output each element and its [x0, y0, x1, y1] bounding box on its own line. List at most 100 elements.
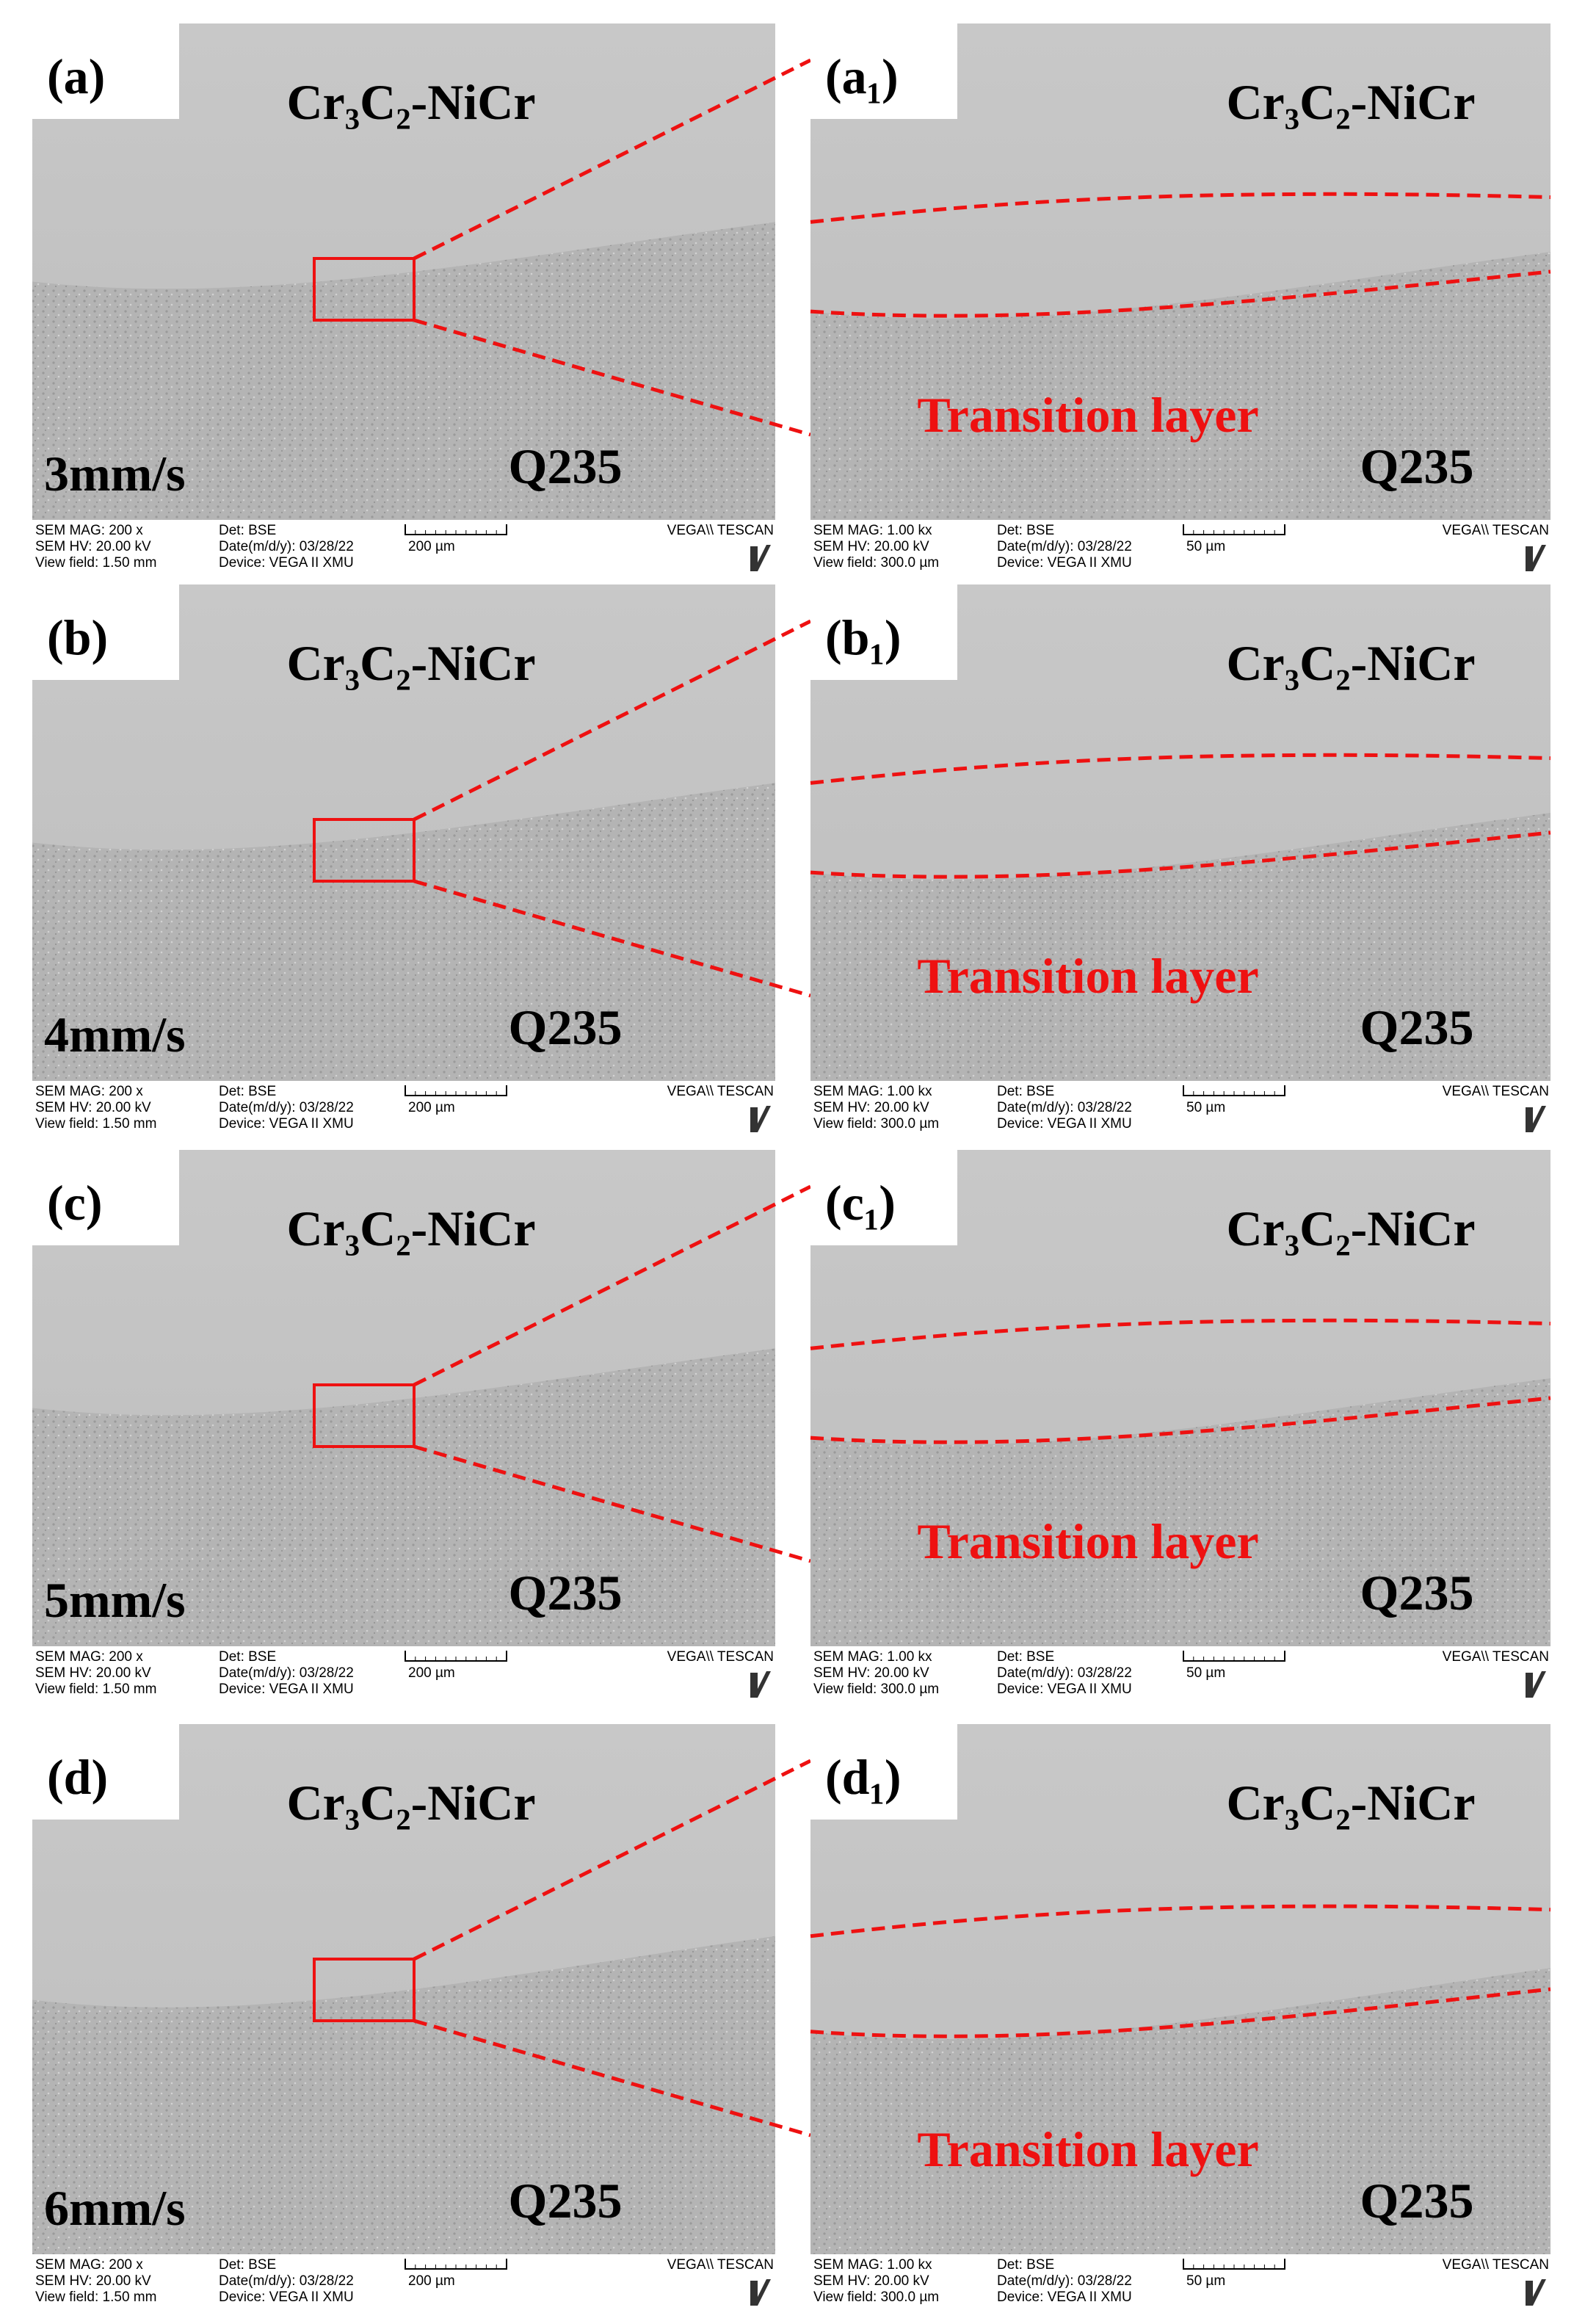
- substrate-region: [810, 1378, 1550, 1646]
- footer-det: Det: BSE: [219, 1084, 276, 1099]
- logo: [1526, 2279, 1546, 2306]
- substrate-region: [810, 251, 1550, 520]
- footer-scale: 200 µm: [408, 1665, 455, 1681]
- speed-label: 5mm/s: [44, 1572, 186, 1628]
- footer-device: Device: VEGA II XMU: [997, 555, 1132, 571]
- substrate-label: Q235: [1360, 438, 1474, 494]
- footer-det: Det: BSE: [219, 1649, 276, 1665]
- substrate-region: [32, 222, 775, 520]
- footer-view: View field: 1.50 mm: [35, 1116, 156, 1132]
- label-box: [32, 1150, 179, 1245]
- footer-hv: SEM HV: 20.00 kV: [813, 2273, 929, 2289]
- footer-brand: VEGA\\ TESCAN: [667, 523, 774, 538]
- substrate-region: [32, 1348, 775, 1646]
- panel-label: (b): [47, 609, 108, 665]
- label-box: [32, 23, 179, 119]
- footer-brand: VEGA\\ TESCAN: [667, 1649, 774, 1665]
- footer-date: Date(m/d/y): 03/28/22: [997, 1665, 1132, 1681]
- footer-view: View field: 300.0 µm: [813, 2289, 939, 2305]
- label-box: [32, 1724, 179, 1820]
- coating-label: Cr₃C₂-NiCr: [1226, 74, 1475, 130]
- coating-label: Cr₃C₂-NiCr: [286, 1775, 535, 1831]
- zoom-line: [413, 1444, 811, 1563]
- footer-scale: 50 µm: [1186, 2273, 1225, 2289]
- zoom-line: [413, 619, 812, 822]
- substrate-region: [32, 1936, 775, 2254]
- footer-scale: 50 µm: [1186, 1665, 1225, 1681]
- zoom-box: [313, 1958, 416, 2022]
- footer-device: Device: VEGA II XMU: [219, 1116, 354, 1132]
- footer-scale: 50 µm: [1186, 539, 1225, 554]
- footer-brand: VEGA\\ TESCAN: [1443, 523, 1549, 538]
- footer-det: Det: BSE: [219, 523, 276, 538]
- label-box: [810, 1724, 957, 1820]
- footer-hv: SEM HV: 20.00 kV: [813, 1665, 929, 1681]
- panel: (d₁) Cr₃C₂-NiCr Q235 Transition layer SEM MA…: [810, 1724, 1551, 2306]
- transition-label: Transition layer: [917, 387, 1258, 443]
- footer-det: Det: BSE: [997, 2257, 1054, 2273]
- footer-brand: VEGA\\ TESCAN: [1443, 1649, 1549, 1665]
- substrate-label: Q235: [1360, 1565, 1474, 1621]
- footer-hv: SEM HV: 20.00 kV: [35, 1665, 151, 1681]
- panel-label: (b₁): [825, 609, 902, 665]
- footer-brand: VEGA\\ TESCAN: [667, 2257, 774, 2273]
- substrate-label: Q235: [509, 438, 623, 494]
- coating-label: Cr₃C₂-NiCr: [286, 74, 535, 130]
- zoom-box: [313, 818, 416, 883]
- footer-mag: SEM MAG: 1.00 kx: [813, 1084, 932, 1099]
- footer-hv: SEM HV: 20.00 kV: [35, 539, 151, 554]
- zoom-line: [413, 58, 812, 261]
- footer-hv: SEM HV: 20.00 kV: [35, 1100, 151, 1115]
- substrate-region: [32, 783, 775, 1081]
- logo: [750, 2279, 771, 2306]
- substrate-label: Q235: [509, 999, 623, 1055]
- coating-label: Cr₃C₂-NiCr: [286, 635, 535, 691]
- footer-device: Device: VEGA II XMU: [997, 1682, 1132, 1697]
- footer-det: Det: BSE: [219, 2257, 276, 2273]
- logo: [1526, 1671, 1546, 1698]
- footer-hv: SEM HV: 20.00 kV: [813, 539, 929, 554]
- logo: [1526, 545, 1546, 571]
- speed-label: 4mm/s: [44, 1007, 186, 1063]
- substrate-label: Q235: [509, 2173, 623, 2229]
- panel: (a) Cr₃C₂-NiCr Q235 3mm/s SEM MAG: 200 xSEM …: [32, 23, 812, 571]
- footer-device: Device: VEGA II XMU: [219, 555, 354, 571]
- footer-device: Device: VEGA II XMU: [219, 2289, 354, 2305]
- speed-label: 3mm/s: [44, 446, 186, 502]
- substrate-label: Q235: [1360, 2173, 1474, 2229]
- logo: [750, 1671, 771, 1698]
- footer-scale: 200 µm: [408, 1100, 455, 1115]
- transition-label: Transition layer: [917, 948, 1258, 1004]
- coating-label: Cr₃C₂-NiCr: [286, 1201, 535, 1256]
- footer-det: Det: BSE: [997, 523, 1054, 538]
- footer-brand: VEGA\\ TESCAN: [1443, 1084, 1549, 1099]
- label-box: [810, 1150, 957, 1245]
- panel-label: (a₁): [825, 48, 899, 104]
- footer-mag: SEM MAG: 1.00 kx: [813, 2257, 932, 2273]
- footer-view: View field: 1.50 mm: [35, 1682, 156, 1697]
- logo: [750, 1106, 771, 1132]
- panel: (b) Cr₃C₂-NiCr Q235 4mm/s SEM MAG: 200 xSEM …: [32, 584, 812, 1132]
- zoom-line: [413, 318, 811, 437]
- label-box: [810, 584, 957, 680]
- substrate-label: Q235: [509, 1565, 623, 1621]
- footer-mag: SEM MAG: 1.00 kx: [813, 523, 932, 538]
- panel: (b₁) Cr₃C₂-NiCr Q235 Transition layer SEM MA…: [810, 584, 1551, 1132]
- footer-scale: 200 µm: [408, 539, 455, 554]
- panel-label: (c): [47, 1175, 102, 1231]
- zoom-line: [413, 1759, 812, 1961]
- panel-label: (a): [47, 48, 105, 104]
- coating-label: Cr₃C₂-NiCr: [1226, 1201, 1475, 1256]
- panel: (a₁) Cr₃C₂-NiCr Q235 Transition layer SEM MA…: [810, 23, 1551, 571]
- footer-device: Device: VEGA II XMU: [997, 1116, 1132, 1132]
- footer-view: View field: 1.50 mm: [35, 2289, 156, 2305]
- zoom-box: [313, 1383, 416, 1448]
- label-box: [810, 23, 957, 119]
- footer-brand: VEGA\\ TESCAN: [667, 1084, 774, 1099]
- footer-mag: SEM MAG: 200 x: [35, 1649, 143, 1665]
- footer-date: Date(m/d/y): 03/28/22: [219, 539, 354, 554]
- zoom-box: [313, 257, 416, 322]
- logo: [750, 545, 771, 571]
- footer-date: Date(m/d/y): 03/28/22: [219, 2273, 354, 2289]
